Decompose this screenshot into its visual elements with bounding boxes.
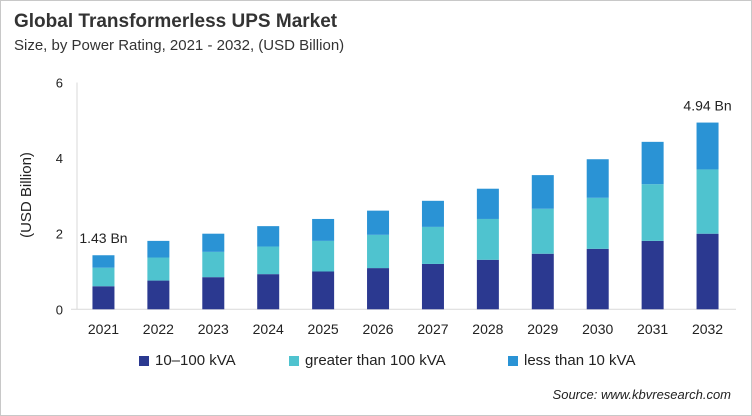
y-tick-label: 4 xyxy=(56,151,63,166)
bar-segment-2-2026 xyxy=(367,210,390,235)
x-tick-label: 2028 xyxy=(472,321,503,337)
x-tick-label: 2031 xyxy=(637,321,668,337)
bar-segment-2-2030 xyxy=(586,159,609,198)
bar-segment-1-2029 xyxy=(531,208,554,254)
y-tick-label: 2 xyxy=(56,227,63,242)
legend-swatch xyxy=(289,355,299,366)
data-label: 4.94 Bn xyxy=(683,98,731,114)
bar-segment-1-2024 xyxy=(257,246,280,275)
bar-segment-2-2028 xyxy=(476,188,499,219)
bar-segment-0-2031 xyxy=(641,240,664,310)
bar-segment-2-2029 xyxy=(531,175,554,209)
legend-item-1: greater than 100 kVA xyxy=(289,352,446,369)
y-tick-label: 0 xyxy=(56,302,63,317)
bar-segment-0-2026 xyxy=(367,268,390,310)
bar-segment-0-2028 xyxy=(476,259,499,310)
data-label: 1.43 Bn xyxy=(79,230,127,246)
x-tick-label: 2030 xyxy=(582,321,613,337)
legend-label: less than 10 kVA xyxy=(524,352,636,369)
x-tick-label: 2022 xyxy=(143,321,174,337)
bar-segment-1-2021 xyxy=(92,267,115,287)
bar-segment-0-2032 xyxy=(696,233,719,310)
x-tick-label: 2029 xyxy=(527,321,558,337)
bar-segment-1-2031 xyxy=(641,184,664,241)
bar-segment-0-2027 xyxy=(421,263,444,310)
legend-swatch xyxy=(508,355,518,366)
x-tick-label: 2025 xyxy=(308,321,339,337)
bar-segment-1-2028 xyxy=(476,218,499,260)
y-tick-label: 6 xyxy=(56,76,63,91)
x-tick-label: 2027 xyxy=(417,321,448,337)
chart-subtitle: Size, by Power Rating, 2021 - 2032, (USD… xyxy=(14,37,345,54)
bar-segment-2-2024 xyxy=(257,226,280,247)
bar-segment-0-2025 xyxy=(312,271,335,310)
bar-segment-0-2024 xyxy=(257,274,280,310)
bar-segment-1-2025 xyxy=(312,240,335,272)
y-axis-label: (USD Billion) xyxy=(18,152,35,238)
bar-segment-2-2023 xyxy=(202,233,225,252)
legend-swatch xyxy=(139,355,149,366)
bar-segment-0-2030 xyxy=(586,248,609,310)
bar-segment-1-2023 xyxy=(202,251,225,278)
bar-segment-0-2022 xyxy=(147,280,170,310)
bar-segment-1-2027 xyxy=(421,226,444,264)
x-tick-label: 2026 xyxy=(362,321,393,337)
bar-segment-1-2030 xyxy=(586,197,609,249)
legend-item-0: 10–100 kVA xyxy=(139,352,236,369)
bar-segment-2-2031 xyxy=(641,141,664,185)
legend-item-2: less than 10 kVA xyxy=(508,352,635,369)
bar-segment-2-2032 xyxy=(696,122,719,170)
x-tick-label: 2032 xyxy=(692,321,723,337)
bar-segment-0-2029 xyxy=(531,253,554,310)
source-note: Source: www.kbvresearch.com xyxy=(552,387,731,402)
chart-title: Global Transformerless UPS Market xyxy=(14,11,338,32)
bar-segment-2-2021 xyxy=(92,255,115,268)
bar-segment-2-2022 xyxy=(147,240,170,258)
bar-segment-2-2027 xyxy=(421,200,444,227)
x-tick-label: 2024 xyxy=(253,321,284,337)
bar-segment-0-2023 xyxy=(202,277,225,310)
bar-segment-1-2032 xyxy=(696,169,719,234)
legend-label: greater than 100 kVA xyxy=(305,352,446,369)
legend-label: 10–100 kVA xyxy=(155,352,236,369)
x-tick-label: 2023 xyxy=(198,321,229,337)
bar-segment-0-2021 xyxy=(92,286,115,310)
bar-segment-1-2022 xyxy=(147,257,170,281)
x-tick-label: 2021 xyxy=(88,321,119,337)
bar-segment-2-2025 xyxy=(312,218,335,241)
bar-segment-1-2026 xyxy=(367,234,390,269)
